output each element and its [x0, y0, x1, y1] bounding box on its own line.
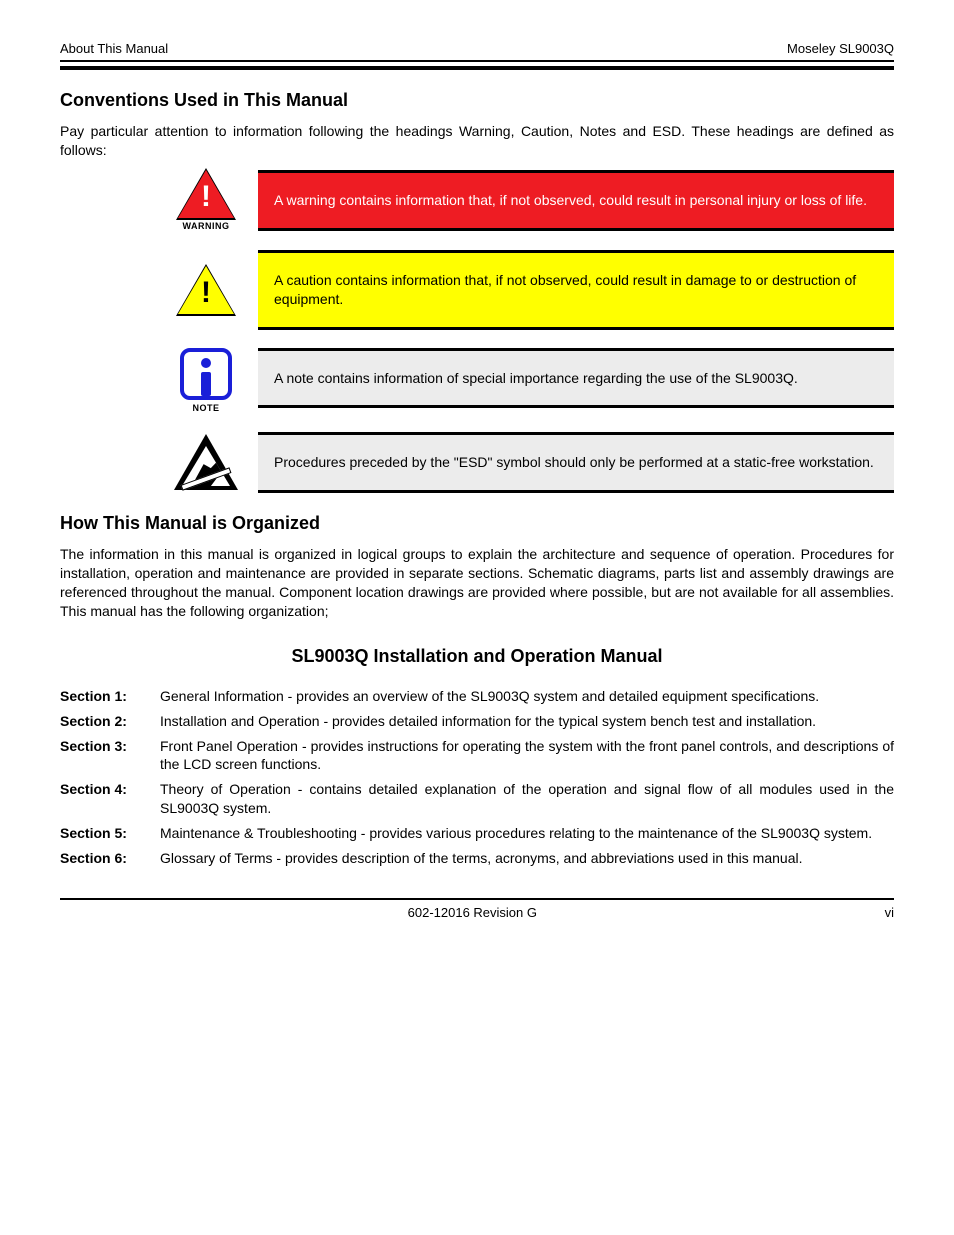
chapter-list: Section 1: General Information - provide…	[60, 687, 894, 868]
header-rule-thin	[60, 60, 894, 62]
signal-row-caution: ! A caution contains information that, i…	[170, 250, 894, 330]
signal-row-warning: ! WARNING A warning contains information…	[170, 170, 894, 232]
header-left: About This Manual	[60, 40, 168, 58]
note-icon: NOTE	[170, 348, 242, 414]
chapter-row: Section 3: Front Panel Operation - provi…	[60, 737, 894, 775]
caution-icon: !	[170, 250, 242, 330]
chapter-row: Section 4: Theory of Operation - contain…	[60, 780, 894, 818]
manual-title: SL9003Q Installation and Operation Manua…	[60, 644, 894, 668]
chapter-desc: Installation and Operation - provides de…	[160, 712, 894, 731]
conventions-intro: Pay particular attention to information …	[60, 122, 894, 160]
chapter-desc: Front Panel Operation - provides instruc…	[160, 737, 894, 775]
note-text: A note contains information of special i…	[258, 351, 894, 406]
divider	[258, 405, 894, 408]
chapter-row: Section 2: Installation and Operation - …	[60, 712, 894, 731]
conventions-title: Conventions Used in This Manual	[60, 88, 894, 112]
org-intro: The information in this manual is organi…	[60, 545, 894, 621]
esd-text: Procedures preceded by the "ESD" symbol …	[258, 435, 894, 490]
page-footer: 602-12016 Revision G vi	[60, 898, 894, 922]
chapter-desc: General Information - provides an overvi…	[160, 687, 894, 706]
chapter-row: Section 1: General Information - provide…	[60, 687, 894, 706]
divider	[258, 490, 894, 493]
signal-row-esd: Procedures preceded by the "ESD" symbol …	[170, 432, 894, 493]
divider	[258, 228, 894, 231]
chapter-row: Section 5: Maintenance & Troubleshooting…	[60, 824, 894, 843]
signal-row-note: NOTE A note contains information of spec…	[170, 348, 894, 414]
chapter-row: Section 6: Glossary of Terms - provides …	[60, 849, 894, 868]
chapter-label: Section 4:	[60, 780, 160, 818]
chapter-label: Section 3:	[60, 737, 160, 775]
header-right: Moseley SL9003Q	[787, 40, 894, 58]
chapter-desc: Theory of Operation - contains detailed …	[160, 780, 894, 818]
chapter-label: Section 5:	[60, 824, 160, 843]
warning-icon-label: WARNING	[183, 220, 230, 232]
note-icon-label: NOTE	[192, 402, 219, 414]
esd-icon	[170, 432, 242, 493]
warning-icon: ! WARNING	[170, 170, 242, 232]
chapter-label: Section 6:	[60, 849, 160, 868]
footer-page-number: vi	[885, 904, 894, 922]
caution-text: A caution contains information that, if …	[258, 253, 894, 327]
chapter-label: Section 2:	[60, 712, 160, 731]
signal-definitions: ! WARNING A warning contains information…	[170, 170, 894, 493]
page-header: About This Manual Moseley SL9003Q	[60, 40, 894, 58]
header-rule-thick	[60, 66, 894, 70]
org-title: How This Manual is Organized	[60, 511, 894, 535]
footer-revision: 602-12016 Revision G	[408, 904, 537, 922]
chapter-label: Section 1:	[60, 687, 160, 706]
warning-text: A warning contains information that, if …	[258, 173, 894, 228]
divider	[258, 327, 894, 330]
footer-rule	[60, 898, 894, 900]
chapter-desc: Glossary of Terms - provides description…	[160, 849, 894, 868]
chapter-desc: Maintenance & Troubleshooting - provides…	[160, 824, 894, 843]
